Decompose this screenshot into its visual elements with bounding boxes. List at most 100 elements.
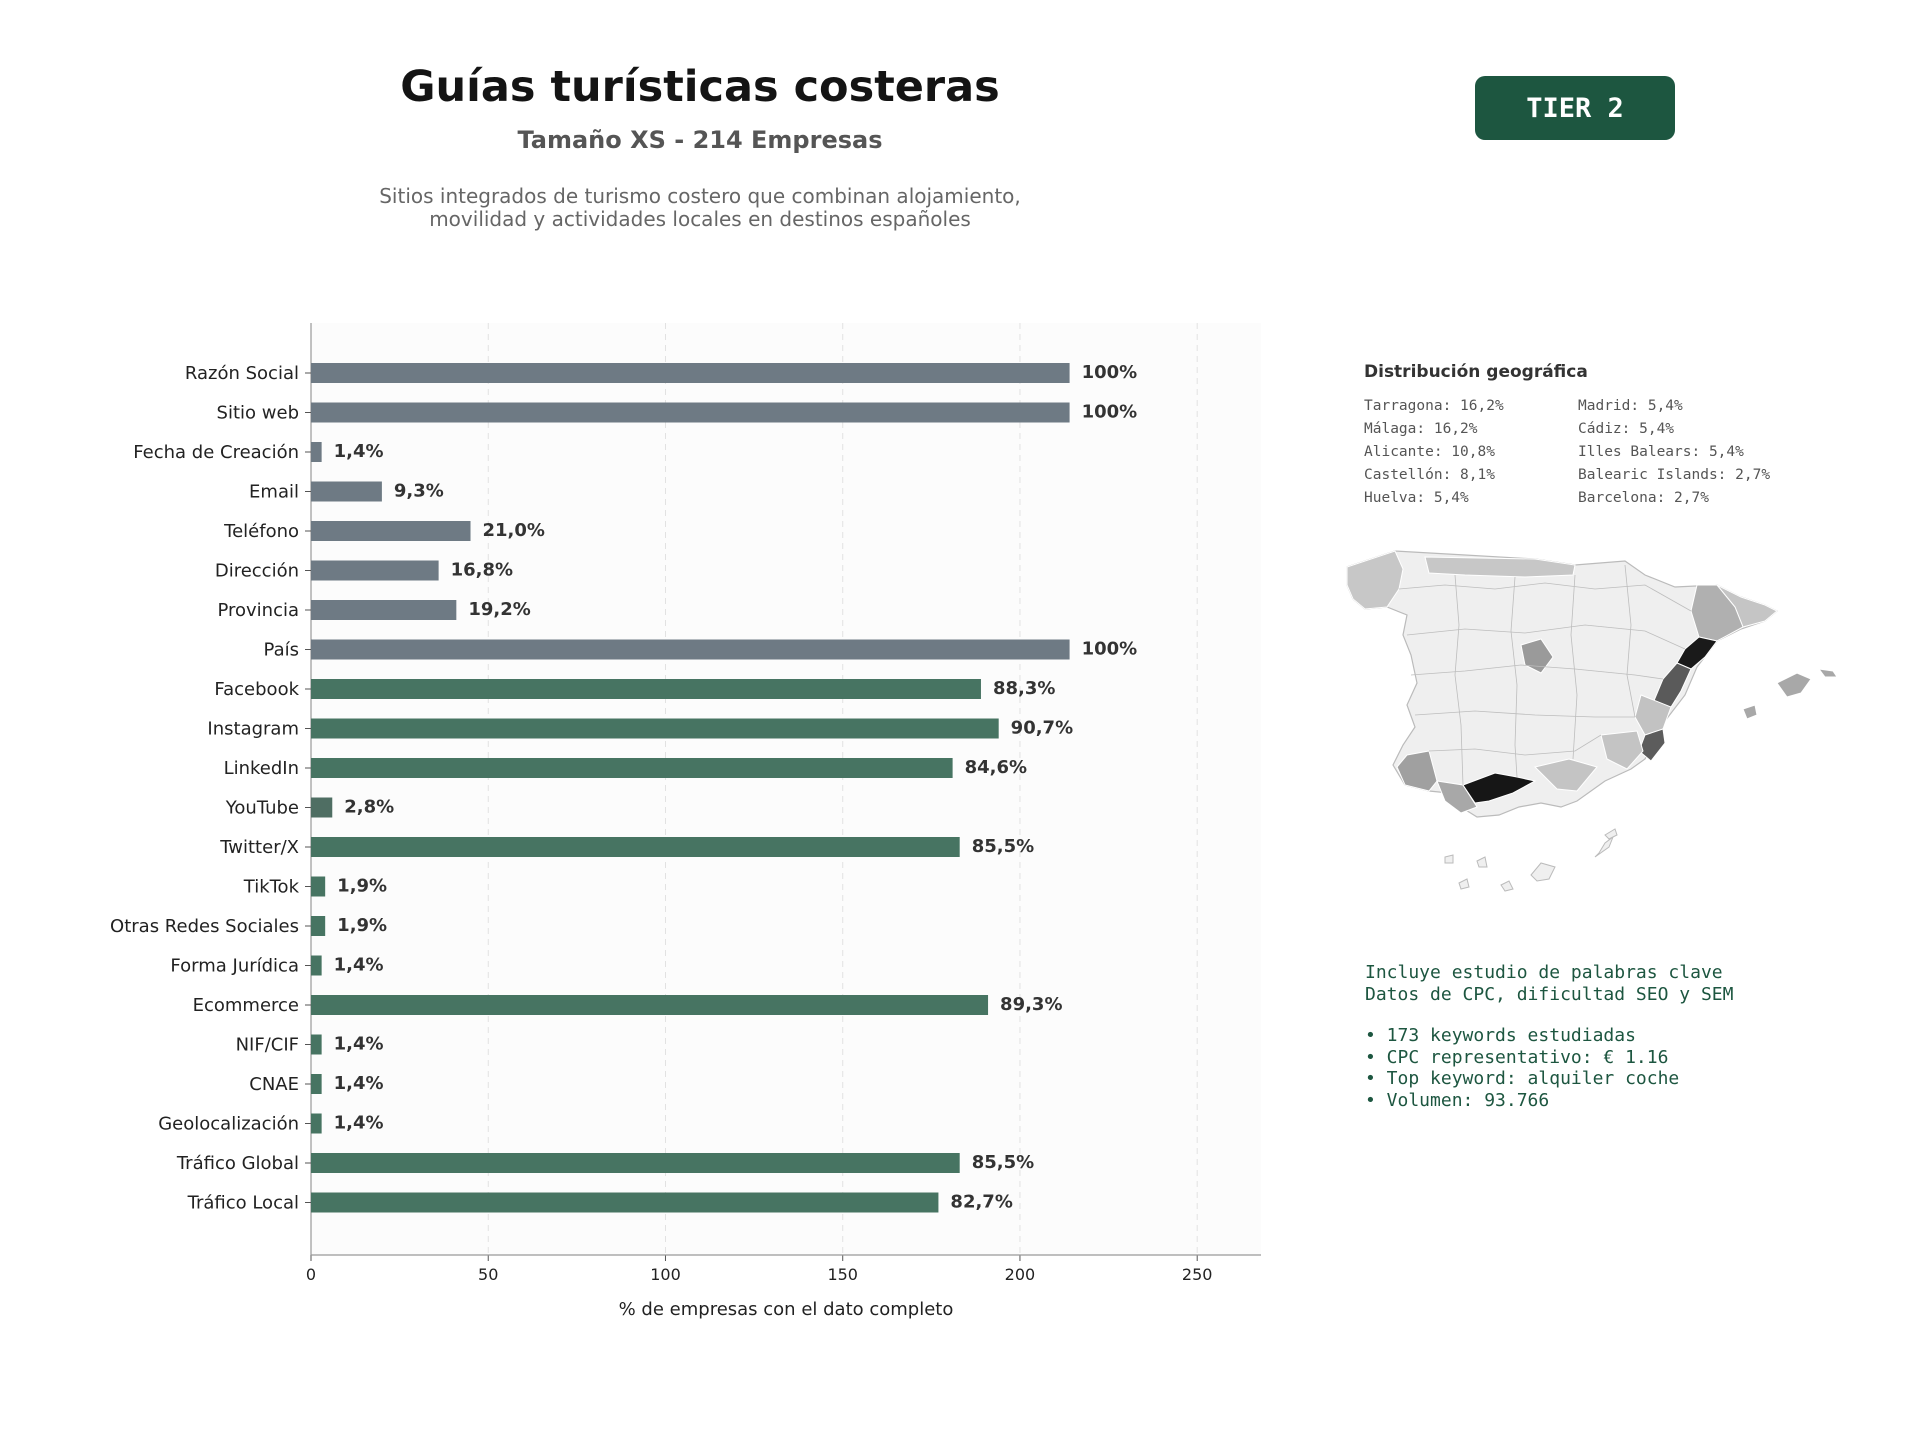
geo-item: Illes Balears: 5,4%	[1578, 444, 1744, 460]
geo-item: Barcelona: 2,7%	[1578, 490, 1709, 506]
category-label: Email	[249, 482, 299, 503]
data-label: 89,3%	[1000, 994, 1062, 1015]
page-subtitle: Tamaño XS - 214 Empresas	[517, 126, 883, 154]
bar	[311, 402, 1070, 423]
data-label: 16,8%	[451, 560, 513, 581]
data-label: 9,3%	[394, 481, 444, 502]
map-region-murcia	[1600, 730, 1644, 770]
data-label: 1,9%	[337, 915, 387, 936]
bar	[311, 560, 439, 581]
geo-item: Alicante: 10,8%	[1364, 444, 1495, 460]
keyword-bullet: • Top keyword: alquiler coche	[1365, 1068, 1680, 1089]
map-mallorca	[1776, 672, 1812, 698]
geo-title: Distribución geográfica	[1364, 362, 1588, 382]
bar	[311, 797, 333, 818]
category-label: LinkedIn	[224, 758, 299, 779]
category-label: Tráfico Global	[176, 1153, 299, 1174]
map-canary-islands	[1444, 828, 1618, 892]
map-mainland	[1346, 550, 1779, 818]
category-label: País	[264, 640, 299, 661]
data-label: 1,4%	[334, 1034, 384, 1055]
bar	[311, 679, 981, 699]
bar	[311, 916, 326, 936]
x-tick-label: 0	[306, 1265, 316, 1284]
tier-badge: TIER 2	[1475, 76, 1675, 140]
data-label: 85,5%	[972, 836, 1034, 857]
data-label: 1,4%	[334, 1073, 384, 1094]
keyword-bullet: • Volumen: 93.766	[1365, 1089, 1550, 1111]
map-region-lleida	[1690, 584, 1744, 642]
bar	[311, 876, 326, 897]
data-label: 1,4%	[334, 441, 384, 462]
map-region-cadiz	[1436, 780, 1478, 814]
category-label: Geolocalización	[158, 1114, 299, 1135]
data-label: 85,5%	[972, 1152, 1034, 1173]
spain-map	[1346, 550, 1838, 892]
data-label: 1,4%	[334, 955, 384, 976]
data-label: 1,9%	[337, 876, 387, 897]
data-label: 100%	[1082, 639, 1138, 660]
geo-item: Madrid: 5,4%	[1578, 398, 1683, 414]
bar	[311, 639, 1070, 660]
x-tick-label: 200	[1005, 1265, 1036, 1284]
page-title: Guías turísticas costeras	[400, 62, 1000, 112]
data-label: 19,2%	[468, 599, 530, 620]
keyword-study: Incluye estudio de palabras clave Datos …	[1365, 962, 1885, 1111]
geo-item: Cádiz: 5,4%	[1578, 421, 1675, 437]
data-label: 1,4%	[334, 1113, 384, 1134]
category-label: Tráfico Local	[187, 1193, 299, 1214]
map-region-granada	[1534, 758, 1598, 792]
x-axis-label: % de empresas con el dato completo	[619, 1299, 954, 1320]
category-label: NIF/CIF	[236, 1035, 299, 1056]
data-label: 21,0%	[483, 520, 545, 541]
data-label: 100%	[1082, 402, 1138, 423]
map-region-malaga	[1462, 772, 1537, 804]
category-label: Provincia	[217, 600, 299, 621]
bar	[311, 600, 457, 620]
category-label: Facebook	[214, 679, 299, 700]
category-label: YouTube	[225, 798, 299, 819]
data-label: 84,6%	[965, 757, 1027, 778]
keyword-line-1: Incluye estudio de palabras clave	[1365, 962, 1723, 983]
keyword-bullets: • 173 keywords estudiadas • CPC represen…	[1365, 1025, 1885, 1111]
bar	[311, 1113, 322, 1134]
category-label: Instagram	[207, 719, 299, 740]
map-region-cantabria	[1424, 556, 1576, 578]
category-label: Fecha de Creación	[133, 442, 299, 463]
data-label: 82,7%	[950, 1192, 1012, 1213]
geo-item: Tarragona: 16,2%	[1364, 398, 1504, 414]
bar	[311, 837, 960, 857]
bar	[311, 1034, 322, 1055]
data-label: 88,3%	[993, 678, 1055, 699]
geo-list: Tarragona: 16,2% Madrid: 5,4% Málaga: 16…	[1364, 398, 1884, 506]
geo-distribution: Distribución geográfica Tarragona: 16,2%…	[1364, 362, 1884, 506]
data-label: 90,7%	[1011, 718, 1073, 739]
bar	[311, 995, 989, 1015]
bar	[311, 363, 1070, 383]
map-menorca	[1817, 668, 1838, 678]
map-region-madrid	[1520, 638, 1554, 674]
category-label: TikTok	[243, 877, 300, 898]
category-label: Dirección	[215, 561, 299, 582]
geo-item: Balearic Islands: 2,7%	[1578, 467, 1771, 483]
map-region-galicia	[1346, 550, 1404, 610]
keyword-bullet: • CPC representativo: € 1.16	[1365, 1046, 1669, 1068]
x-tick-label: 100	[650, 1265, 681, 1284]
bar	[311, 955, 322, 976]
bar	[311, 718, 999, 739]
description-line-2: movilidad y actividades locales en desti…	[429, 207, 971, 231]
bar	[311, 1192, 939, 1213]
bar	[311, 1153, 960, 1173]
data-label: 2,8%	[344, 797, 394, 818]
category-label: Teléfono	[223, 521, 299, 542]
bar	[311, 442, 322, 462]
keyword-line-2: Datos de CPC, dificultad SEO y SEM	[1365, 983, 1734, 1005]
category-label: Otras Redes Sociales	[110, 916, 299, 937]
x-tick-label: 150	[827, 1265, 858, 1284]
x-tick-label: 250	[1182, 1265, 1213, 1284]
keyword-bullet: • 173 keywords estudiadas	[1365, 1025, 1636, 1046]
category-label: CNAE	[249, 1074, 299, 1095]
bar	[311, 1074, 322, 1094]
data-label: 100%	[1082, 362, 1138, 383]
geo-item: Castellón: 8,1%	[1364, 467, 1495, 483]
